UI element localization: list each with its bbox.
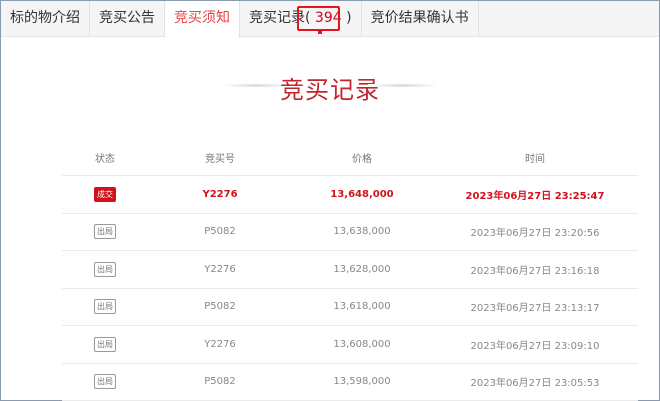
bidder-cell: P5082 — [204, 226, 236, 238]
tab-bidding-notice[interactable]: 竞买须知 — [165, 1, 240, 38]
table-row: 成交 Y2276 13,648,000 2023年06月27日 23:25:47 — [62, 176, 638, 214]
highlight-box — [297, 6, 340, 31]
time-cell: 2023年06月27日 23:09:10 — [470, 340, 600, 352]
status-badge: 出局 — [94, 374, 116, 390]
status-cell: 出局 — [62, 224, 148, 240]
time-cell: 2023年06月27日 23:13:17 — [470, 303, 600, 315]
price-cell: 13,618,000 — [333, 301, 391, 313]
table-row: 出局 P5082 13,618,000 2023年06月27日 23:13:17 — [62, 289, 638, 326]
status-cell: 成交 — [62, 186, 148, 202]
price-cell: 13,608,000 — [333, 338, 391, 350]
bid-records-table: 状态 竞买号 价格 时间 成交 Y2276 13,648,000 2023年06… — [62, 140, 638, 401]
status-badge: 出局 — [94, 224, 116, 240]
header-status: 状态 — [95, 154, 115, 165]
header-bidder: 竞买号 — [205, 154, 235, 165]
price-cell: 13,638,000 — [333, 226, 391, 238]
table-row: 出局 P5082 13,638,000 2023年06月27日 23:20:56 — [62, 214, 638, 251]
bidder-cell: P5082 — [204, 301, 236, 313]
title-divider-right — [368, 84, 438, 87]
status-badge: 出局 — [94, 261, 116, 277]
header-time: 时间 — [525, 154, 545, 165]
tab-item-intro[interactable]: 标的物介绍 — [1, 1, 90, 37]
highlight-pointer — [318, 30, 322, 34]
status-badge: 成交 — [94, 186, 116, 202]
tab-result-confirmation[interactable]: 竞价结果确认书 — [362, 1, 479, 37]
time-cell: 2023年06月27日 23:05:53 — [470, 378, 600, 390]
header-price: 价格 — [352, 154, 372, 165]
table-row: 出局 Y2276 13,628,000 2023年06月27日 23:16:18 — [62, 251, 638, 289]
bidder-cell: Y2276 — [204, 338, 236, 350]
status-badge: 出局 — [94, 299, 116, 315]
bidder-cell: Y2276 — [202, 188, 238, 200]
table-header: 状态 竞买号 价格 时间 — [62, 140, 638, 176]
price-cell: 13,598,000 — [333, 376, 391, 388]
table-row: 出局 P5082 13,598,000 2023年06月27日 23:05:53 — [62, 364, 638, 401]
tab-bid-records[interactable]: 竞买记录( 394 ) — [240, 1, 362, 37]
tab-label: 竞买记录 — [249, 10, 305, 26]
price-cell: 13,648,000 — [330, 188, 394, 200]
title-divider-left — [222, 84, 292, 87]
bidder-cell: Y2276 — [204, 263, 236, 275]
time-cell: 2023年06月27日 23:20:56 — [470, 228, 600, 240]
status-cell: 出局 — [62, 336, 148, 352]
status-cell: 出局 — [62, 261, 148, 277]
section-title: 竞买记录 — [280, 76, 380, 104]
time-cell: 2023年06月27日 23:25:47 — [465, 190, 605, 202]
bid-count: 394 — [314, 10, 342, 26]
table-row: 出局 Y2276 13,608,000 2023年06月27日 23:09:10 — [62, 326, 638, 364]
status-cell: 出局 — [62, 374, 148, 390]
time-cell: 2023年06月27日 23:16:18 — [470, 265, 600, 277]
tab-announcement[interactable]: 竞买公告 — [90, 1, 165, 37]
status-cell: 出局 — [62, 299, 148, 315]
bidder-cell: P5082 — [204, 376, 236, 388]
price-cell: 13,628,000 — [333, 263, 391, 275]
status-badge: 出局 — [94, 336, 116, 352]
